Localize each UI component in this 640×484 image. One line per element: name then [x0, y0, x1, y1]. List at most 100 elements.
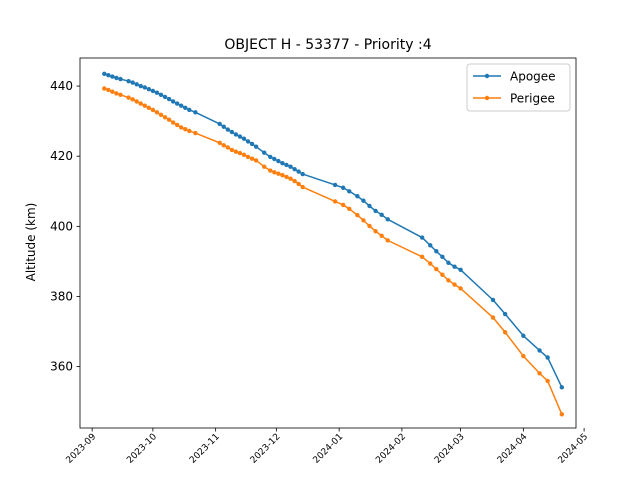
data-point-apogee — [280, 161, 285, 166]
data-point-perigee — [233, 149, 239, 154]
data-point-perigee — [272, 170, 277, 175]
data-point-apogee — [154, 90, 160, 95]
data-point-apogee — [253, 144, 259, 149]
data-point-apogee — [158, 92, 164, 98]
data-point-perigee — [146, 105, 152, 111]
data-point-apogee — [193, 110, 198, 115]
data-point-perigee — [521, 353, 526, 359]
data-point-apogee — [170, 99, 176, 104]
data-point-apogee — [106, 72, 111, 78]
data-point-perigee — [114, 91, 119, 96]
data-point-apogee — [174, 101, 180, 106]
data-point-perigee — [545, 378, 550, 384]
data-point-apogee — [347, 189, 352, 194]
data-point-apogee — [142, 85, 147, 90]
data-point-apogee — [361, 198, 366, 203]
data-point-perigee — [225, 145, 230, 150]
data-point-perigee — [288, 176, 293, 181]
y-tick-label: 380 — [50, 289, 73, 303]
data-point-apogee — [102, 71, 107, 76]
axes-frame — [79, 57, 577, 429]
data-point-apogee — [490, 297, 496, 303]
data-point-perigee — [217, 140, 222, 146]
data-point-perigee — [446, 278, 451, 283]
data-point-perigee — [452, 282, 457, 287]
data-point-perigee — [221, 143, 226, 148]
data-point-perigee — [300, 184, 305, 190]
data-point-apogee — [166, 96, 172, 102]
data-point-apogee — [446, 260, 451, 266]
data-point-apogee — [434, 249, 439, 254]
data-point-perigee — [142, 103, 147, 108]
data-point-apogee — [340, 185, 346, 190]
data-point-perigee — [428, 261, 433, 266]
data-point-perigee — [292, 178, 297, 184]
data-point-perigee — [162, 115, 168, 120]
data-point-perigee — [537, 371, 542, 376]
data-point-apogee — [150, 88, 156, 94]
legend-marker-perigee — [484, 95, 490, 101]
data-point-perigee — [268, 168, 273, 173]
data-point-perigee — [158, 112, 164, 118]
data-point-perigee — [276, 171, 281, 176]
data-point-apogee — [249, 141, 255, 147]
data-point-apogee — [225, 127, 230, 132]
data-point-apogee — [559, 385, 565, 390]
data-point-apogee — [385, 217, 390, 222]
data-point-perigee — [440, 272, 445, 277]
y-tick-label: 400 — [50, 219, 73, 233]
data-point-perigee — [229, 147, 235, 153]
data-point-perigee — [170, 120, 176, 125]
data-point-perigee — [110, 89, 115, 94]
data-point-perigee — [434, 266, 439, 272]
data-point-perigee — [179, 125, 184, 130]
data-point-perigee — [559, 412, 565, 417]
data-point-apogee — [367, 203, 372, 209]
data-point-perigee — [193, 130, 198, 136]
chart-title: OBJECT H - 53377 - Priority :4 — [224, 37, 431, 53]
data-point-apogee — [241, 136, 247, 141]
legend-label-perigee: Perigee — [510, 92, 555, 106]
series-line-apogee — [104, 73, 563, 388]
data-point-apogee — [237, 134, 243, 139]
data-point-apogee — [262, 150, 267, 155]
data-point-apogee — [233, 132, 239, 137]
data-point-perigee — [253, 158, 259, 163]
data-point-perigee — [106, 87, 111, 93]
y-tick-label: 420 — [50, 149, 73, 163]
data-point-apogee — [187, 107, 192, 113]
data-point-apogee — [355, 193, 360, 199]
data-point-apogee — [229, 129, 235, 135]
data-point-perigee — [355, 212, 360, 218]
data-point-apogee — [545, 355, 550, 360]
data-point-perigee — [150, 107, 156, 113]
data-point-apogee — [138, 83, 143, 89]
data-point-perigee — [367, 223, 372, 229]
y-tick-label: 360 — [50, 360, 73, 374]
data-point-perigee — [502, 330, 508, 335]
data-point-perigee — [130, 97, 135, 102]
series-line-perigee — [104, 87, 563, 415]
data-point-perigee — [174, 122, 180, 128]
data-point-apogee — [521, 333, 526, 338]
data-point-apogee — [502, 311, 508, 317]
data-point-perigee — [332, 199, 338, 204]
data-point-perigee — [262, 164, 267, 169]
data-point-apogee — [245, 139, 251, 144]
data-point-perigee — [419, 254, 425, 260]
data-point-apogee — [537, 348, 542, 353]
data-point-apogee — [217, 121, 222, 127]
data-point-apogee — [296, 169, 301, 174]
data-point-apogee — [179, 103, 184, 108]
data-point-apogee — [332, 182, 338, 188]
data-point-perigee — [373, 229, 378, 234]
data-point-apogee — [440, 254, 445, 260]
data-point-perigee — [245, 154, 251, 160]
data-point-perigee — [249, 156, 255, 161]
data-point-apogee — [126, 78, 131, 84]
data-point-apogee — [114, 75, 119, 81]
data-point-apogee — [452, 264, 457, 269]
data-point-perigee — [102, 86, 107, 91]
data-point-perigee — [126, 95, 131, 100]
data-point-apogee — [419, 235, 425, 240]
